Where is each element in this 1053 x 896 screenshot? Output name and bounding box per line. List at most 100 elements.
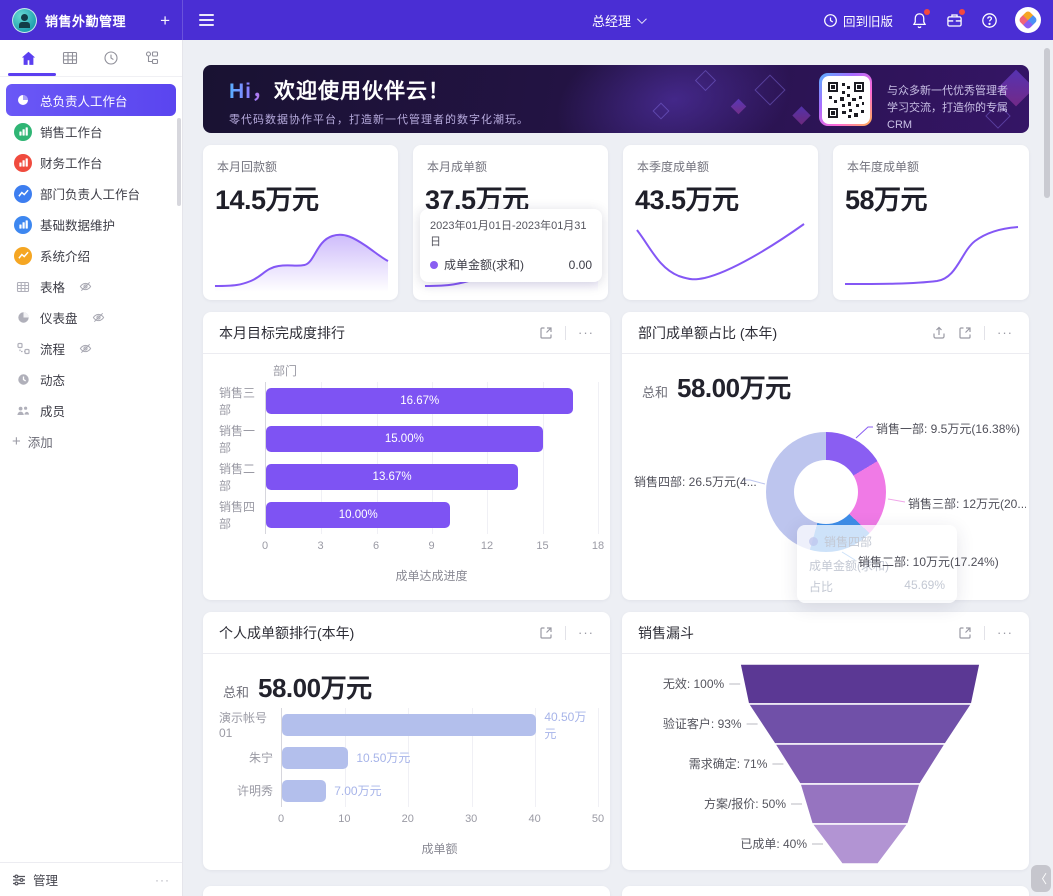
collapse-handle[interactable]: 〈 <box>1031 865 1051 892</box>
eye-hidden-icon[interactable] <box>79 342 92 355</box>
series-dot-icon <box>430 260 438 269</box>
line-chart-icon <box>14 184 32 203</box>
add-workspace-button[interactable]: + <box>160 10 170 30</box>
funnel-stage[interactable] <box>747 703 973 745</box>
sidebar-item-10[interactable]: 成员 <box>6 395 176 426</box>
sidebar-item-9[interactable]: 动态 <box>6 364 176 395</box>
brand-logo-icon <box>1018 10 1038 30</box>
donut-label: 销售二部: 10万元(17.24%) <box>858 555 999 569</box>
user-avatar[interactable] <box>1015 7 1041 33</box>
notifications-button[interactable] <box>910 9 930 29</box>
more-menu-icon[interactable]: ··· <box>997 325 1013 340</box>
sidebar-menu: 总负责人工作台销售工作台财务工作台部门负责人工作台 基础数据维护 系统介绍 表格 仪表盘… <box>6 84 176 856</box>
tick-label: 0 <box>277 813 285 825</box>
tick-label: 20 <box>401 813 414 825</box>
funnel-stage-label: 方案/报价: 50% <box>704 796 786 811</box>
back-to-old-version-button[interactable]: 回到旧版 <box>823 11 893 30</box>
tooltip-name: 销售四部 <box>824 535 873 549</box>
tooltip-date-range: 2023年01月01日-2023年01月31日 <box>430 220 587 248</box>
bar-value-label: 15.00% <box>384 433 424 445</box>
gridline <box>321 382 323 534</box>
sidebar-item-label: 动态 <box>40 374 66 388</box>
tab-recent[interactable] <box>103 50 119 66</box>
card-title: 销售漏斗 <box>638 624 694 641</box>
funnel-stage[interactable] <box>798 783 922 825</box>
bar[interactable]: 15.00% <box>266 426 543 452</box>
add-label: 添加 <box>27 435 53 450</box>
total-row: 总和 58.00万元 <box>203 654 610 705</box>
bar-row: 40.50万元 <box>282 708 598 741</box>
sidebar-item-0[interactable]: 总负责人工作台 <box>6 84 176 116</box>
bar[interactable] <box>282 779 327 802</box>
card-title: 个人成单额排行(本年) <box>219 624 355 641</box>
sidebar-item-label: 财务工作台 <box>40 157 103 171</box>
stat-card-monthly-collection[interactable]: 本月回款额 14.5万元 <box>203 145 398 300</box>
sidebar-item-7[interactable]: 仪表盘 <box>6 302 176 333</box>
sidebar-item-4[interactable]: 基础数据维护 <box>6 209 176 240</box>
more-menu-icon[interactable]: ··· <box>578 625 594 640</box>
qr-pattern-icon <box>827 81 864 118</box>
bar-value-label: 16.67% <box>400 395 440 407</box>
sidebar-add-button[interactable]: + 添加 <box>6 426 176 456</box>
workspace-avatar[interactable] <box>12 7 37 33</box>
category-label: 销售四部 <box>219 500 256 531</box>
tab-home[interactable] <box>20 50 37 67</box>
welcome-banner[interactable]: Hi，欢迎使用伙伴云！ 零代码数据协作平台，打造新一代管理者的数字化潮玩。 <box>203 65 1029 133</box>
stat-card-monthly-deals[interactable]: 本月成单额 37.5万元 2023年01月01日-2023年01月31日 成单金… <box>413 145 608 300</box>
sales-funnel-chart: 无效: 100% 验证客户: 93% 需求确定: 71% 方案/报价: 50% 已成单:… <box>663 663 981 865</box>
sidebar-scrollbar[interactable] <box>177 118 181 206</box>
sparkline-area <box>211 224 390 296</box>
org-icon <box>145 51 159 65</box>
download-icon[interactable] <box>932 326 946 340</box>
bar[interactable]: 10.00% <box>266 502 451 528</box>
inbox-button[interactable] <box>945 9 965 29</box>
sidebar: 总负责人工作台销售工作台财务工作台部门负责人工作台 基础数据维护 系统介绍 表格 仪表盘… <box>0 40 183 896</box>
tooltip-series-label: 成单金额(求和) <box>444 258 524 272</box>
sidebar-item-2[interactable]: 财务工作台 <box>6 147 176 178</box>
funnel-stage[interactable] <box>773 743 947 785</box>
sidebar-item-1[interactable]: 销售工作台 <box>6 116 176 147</box>
bar[interactable] <box>282 713 537 736</box>
sidebar-item-6[interactable]: 表格 <box>6 271 176 302</box>
bar-row: 15.00% <box>266 420 598 458</box>
donut-label: 销售四部: 26.5万元(4... <box>634 475 757 489</box>
donut-label: 销售三部: 12万元(20.... <box>908 497 1026 511</box>
more-menu-icon[interactable]: ··· <box>997 625 1013 640</box>
inbox-badge <box>959 9 965 15</box>
bar[interactable] <box>282 746 349 769</box>
bars-area: 40.50万元 10.50万元 7.00万元 <box>281 708 599 807</box>
funnel-stage-label: 已成单: 40% <box>740 837 807 851</box>
eye-hidden-icon[interactable] <box>92 311 105 324</box>
sidebar-item-8[interactable]: 流程 <box>6 333 176 364</box>
stat-card-quarter-deals[interactable]: 本季度成单额 43.5万元 <box>623 145 818 300</box>
hamburger-menu-icon[interactable] <box>199 14 214 26</box>
tab-tables[interactable] <box>62 50 78 66</box>
expand-icon[interactable] <box>539 326 553 340</box>
sidebar-item-3[interactable]: 部门负责人工作台 <box>6 178 176 209</box>
expand-icon[interactable] <box>958 626 972 640</box>
funnel-stage[interactable] <box>810 823 910 865</box>
eye-hidden-icon[interactable] <box>79 280 92 293</box>
more-menu-icon[interactable]: ··· <box>578 325 594 340</box>
plot-area: 演示帐号01 朱宁 许明秀 40.50万元 10.50万元 7.00万元 <box>219 708 599 807</box>
tab-org[interactable] <box>144 50 160 66</box>
sidebar-item-5[interactable]: 系统介绍 <box>6 240 176 271</box>
manage-row[interactable]: 管理 ··· <box>0 862 182 896</box>
role-selector[interactable]: 总经理 <box>592 11 647 30</box>
bar[interactable]: 16.67% <box>266 388 574 414</box>
sidebar-item-label: 销售工作台 <box>40 126 103 140</box>
bar-row: 13.67% <box>266 458 598 496</box>
bar[interactable]: 13.67% <box>266 464 519 490</box>
expand-icon[interactable] <box>958 326 972 340</box>
category-axis: 演示帐号01 朱宁 许明秀 <box>219 708 281 807</box>
category-label: 销售三部 <box>219 386 256 417</box>
stat-label: 本年度成单额 <box>847 160 920 174</box>
main-scrollbar[interactable] <box>1044 48 1050 198</box>
stat-card-year-deals[interactable]: 本年度成单额 58万元 <box>833 145 1029 300</box>
category-label: 许明秀 <box>236 784 273 798</box>
next-card-peek <box>203 886 610 896</box>
expand-icon[interactable] <box>539 626 553 640</box>
help-button[interactable] <box>980 11 998 29</box>
funnel-stage[interactable] <box>739 663 981 705</box>
manage-more-button[interactable]: ··· <box>155 872 170 887</box>
